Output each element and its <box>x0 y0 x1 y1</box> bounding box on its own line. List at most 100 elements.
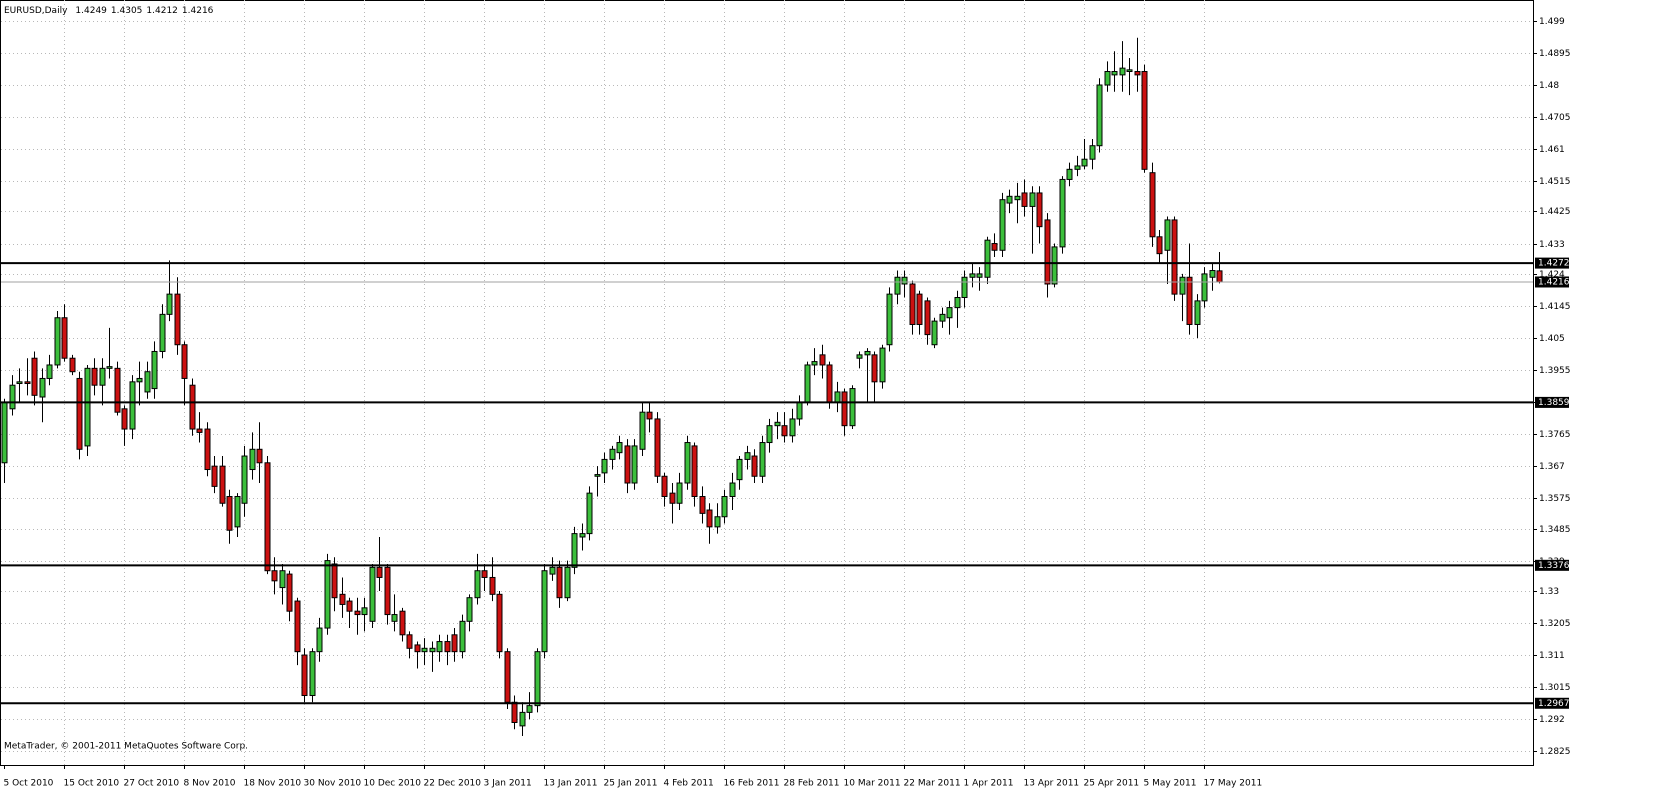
candle-body <box>954 297 961 309</box>
x-tick-label: 16 Feb 2011 <box>724 779 780 789</box>
candle-body <box>646 411 653 420</box>
candle-body <box>121 408 128 430</box>
candle-body <box>1059 178 1066 248</box>
candle-body <box>166 293 173 315</box>
candle-body <box>811 361 818 366</box>
y-tick-label: 1.48 <box>1539 81 1559 91</box>
candle-body <box>324 560 331 629</box>
candle-body <box>339 593 346 605</box>
candle-body <box>969 273 976 278</box>
x-tick-label: 18 Nov 2010 <box>244 779 302 789</box>
y-tick-label: 1.405 <box>1539 334 1565 344</box>
candle-body <box>354 610 361 616</box>
candle-body <box>159 313 166 352</box>
candle-body <box>721 496 728 518</box>
candle-body <box>1141 71 1148 170</box>
candle-body <box>211 465 218 487</box>
y-tick-label: 1.3765 <box>1539 430 1571 440</box>
candle-body <box>429 647 436 653</box>
x-tick-label: 10 Dec 2010 <box>364 779 422 789</box>
candle-body <box>346 600 353 612</box>
candle-body <box>181 344 188 379</box>
candle-body <box>984 239 991 278</box>
x-tick-label: 1 Apr 2011 <box>964 779 1014 789</box>
y-tick-label: 1.4895 <box>1539 49 1571 59</box>
candle-body <box>631 445 638 484</box>
candle-body <box>849 388 856 427</box>
candle-body <box>376 566 383 578</box>
level-label-bg <box>1535 559 1569 571</box>
candle-body <box>541 570 548 653</box>
candle-body <box>241 455 248 504</box>
candle-body <box>46 364 53 379</box>
y-tick-label: 1.3485 <box>1539 525 1571 535</box>
candle-body <box>1126 69 1133 73</box>
candle-body <box>1014 195 1021 201</box>
candle-body <box>1164 219 1171 251</box>
plot-frame <box>0 0 1534 766</box>
candle-body <box>571 533 578 568</box>
candle-body <box>879 347 886 383</box>
candles <box>1 37 1223 736</box>
candle-body <box>1 401 8 464</box>
candle-body <box>766 425 773 444</box>
candle-body <box>174 293 181 346</box>
candle-body <box>1179 276 1186 295</box>
candle-body <box>1119 67 1126 76</box>
candle-body <box>511 701 518 723</box>
candle-body <box>76 377 83 450</box>
candle-body <box>249 448 256 471</box>
candle-body <box>451 634 458 653</box>
candle-body <box>271 570 278 582</box>
candle-body <box>189 384 196 430</box>
candle-body <box>916 293 923 325</box>
level-label: 1.3376 <box>1538 561 1570 571</box>
level-label: 1.2967 <box>1538 699 1570 709</box>
candle-body <box>294 600 301 653</box>
candle-body <box>286 573 293 612</box>
y-tick-label: 1.367 <box>1539 462 1565 472</box>
candle-body <box>639 411 646 450</box>
candle-body <box>826 364 833 403</box>
x-tick-label: 5 May 2011 <box>1144 779 1197 789</box>
x-tick-label: 22 Mar 2011 <box>904 779 961 789</box>
level-label: 1.3859 <box>1538 398 1570 408</box>
price-label: 1.4216 <box>1538 277 1570 287</box>
candle-body <box>69 357 76 373</box>
candle-body <box>16 381 23 385</box>
y-tick-label: 1.3015 <box>1539 683 1571 693</box>
candle-body <box>946 307 953 319</box>
candle-body <box>316 627 323 653</box>
y-tick-label: 1.4705 <box>1539 113 1571 123</box>
candle-body <box>1074 165 1081 170</box>
candle-body <box>1201 273 1208 302</box>
candle-body <box>1096 84 1103 147</box>
candle-body <box>1044 219 1051 285</box>
x-tick-label: 8 Nov 2010 <box>184 779 236 789</box>
candle-body <box>699 496 706 514</box>
candle-body <box>901 276 908 285</box>
candle-body <box>256 448 263 464</box>
candle-body <box>594 474 601 477</box>
candle-body <box>661 475 668 498</box>
candle-body <box>751 455 758 477</box>
candle-body <box>676 482 683 504</box>
candle-body <box>1081 158 1088 167</box>
candle-body <box>1171 219 1178 295</box>
candle-body <box>219 465 226 504</box>
chart-header: EURUSD,Daily 1.4249 1.4305 1.4212 1.4216 <box>4 6 214 16</box>
level-label-bg <box>1535 257 1569 269</box>
candle-body <box>774 421 781 427</box>
x-tick-label: 5 Oct 2010 <box>4 779 54 789</box>
candle-body <box>489 576 496 595</box>
candle-body <box>691 445 698 498</box>
candle-body <box>459 620 466 653</box>
candle-body <box>1104 71 1111 86</box>
candle-body <box>204 428 211 471</box>
candle-body <box>1149 172 1156 238</box>
candle-body <box>1051 246 1058 285</box>
candle-body <box>99 367 106 386</box>
candle-body <box>684 442 691 484</box>
y-tick-label: 1.424 <box>1539 270 1565 280</box>
